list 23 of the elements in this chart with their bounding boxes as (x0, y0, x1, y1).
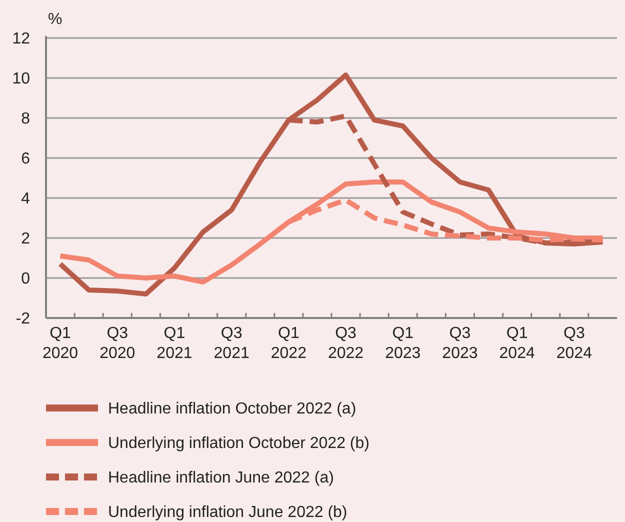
legend-label: Underlying inflation June 2022 (b) (108, 504, 348, 522)
x-tick-label: Q3 2020 (100, 325, 136, 362)
y-tick-label: 12 (12, 30, 30, 48)
x-tick-label: Q3 2021 (214, 325, 250, 362)
y-tick-label: 0 (21, 270, 30, 288)
x-tick-label: Q3 2023 (442, 325, 478, 362)
legend-label: Headline inflation June 2022 (a) (108, 470, 334, 487)
y-tick-label: 6 (21, 150, 30, 168)
x-tick-label: Q3 2022 (328, 325, 364, 362)
y-tick-label: -2 (16, 310, 30, 328)
y-axis-title: % (48, 11, 62, 28)
x-tick-label: Q1 2022 (270, 325, 307, 362)
x-tick-label: Q1 2024 (499, 325, 535, 362)
legend-label: Headline inflation October 2022 (a) (108, 400, 356, 418)
y-tick-label: 8 (21, 110, 30, 128)
x-tick-label: Q3 2024 (556, 325, 592, 362)
legend-label: Underlying inflation October 2022 (b) (108, 435, 370, 452)
x-tick-label: Q1 2023 (385, 325, 421, 362)
x-tick-label: Q1 2020 (42, 325, 78, 362)
x-tick-label: Q1 2021 (156, 325, 192, 362)
y-tick-label: 10 (12, 70, 30, 88)
y-tick-label: 2 (21, 230, 30, 248)
y-tick-label: 4 (21, 190, 30, 208)
